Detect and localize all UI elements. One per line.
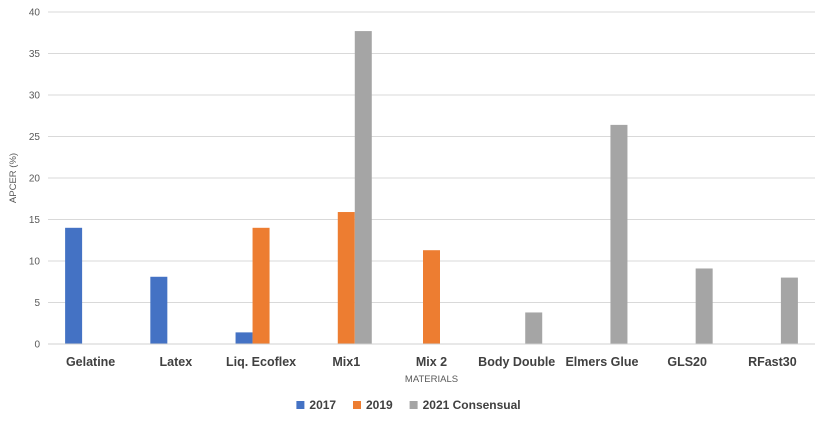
- legend-label: 2021 Consensual: [423, 398, 521, 412]
- y-tick-label: 35: [29, 49, 41, 60]
- legend-swatch: [409, 401, 418, 409]
- y-tick-label: 25: [29, 132, 41, 143]
- gridlines: [48, 11, 815, 303]
- y-axis-title: APCER (%): [8, 153, 19, 203]
- bar-2019-liq-ecoflex: [252, 227, 270, 344]
- bar-2019-mix-2: [423, 250, 440, 344]
- bar-2017-latex: [150, 276, 168, 344]
- bar-2021-consensual-rfast30: [780, 277, 798, 344]
- y-tick-label: 0: [34, 340, 40, 351]
- legend-swatch: [296, 401, 305, 409]
- legend: 2017 2019 2021 Consensual: [296, 398, 521, 412]
- x-category-label: Mix1: [332, 355, 360, 369]
- x-axis-categories: Gelatine Latex Liq. Ecoflex Mix1 Mix 2 Body D…: [66, 355, 797, 369]
- y-tick-label: 20: [29, 174, 41, 185]
- y-tick-label: 10: [29, 257, 41, 268]
- legend-label: 2017: [309, 398, 336, 412]
- y-tick-label: 15: [29, 215, 41, 226]
- y-axis-ticks: 0 5 10 15 20 25 30 35 40: [29, 8, 41, 351]
- bar-2021-consensual-mix1: [354, 31, 372, 345]
- x-axis-title: MATERIALS: [405, 374, 458, 385]
- y-tick-label: 30: [29, 91, 41, 102]
- x-category-label: Mix 2: [416, 355, 447, 369]
- x-category-label: Body Double: [478, 355, 555, 369]
- bar-2021-consensual-body-double: [525, 312, 543, 344]
- bar-2019-mix1: [337, 212, 355, 344]
- x-category-label: RFast30: [748, 355, 797, 369]
- y-tick-label: 5: [34, 298, 40, 309]
- x-category-label: Liq. Ecoflex: [226, 355, 296, 369]
- legend-label: 2019: [366, 398, 393, 412]
- bar-2017-gelatine: [65, 227, 83, 344]
- x-category-label: Latex: [160, 355, 193, 369]
- x-category-label: Gelatine: [66, 355, 115, 369]
- x-category-label: Elmers Glue: [565, 355, 638, 369]
- bar-2021-consensual-elmers-glue: [610, 124, 628, 344]
- y-tick-label: 40: [29, 8, 41, 19]
- x-category-label: GLS20: [667, 355, 707, 369]
- bar-2021-consensual-gls20: [695, 268, 713, 344]
- bars: [65, 31, 798, 345]
- legend-swatch: [353, 401, 361, 409]
- bar-2017-liq-ecoflex: [235, 332, 253, 344]
